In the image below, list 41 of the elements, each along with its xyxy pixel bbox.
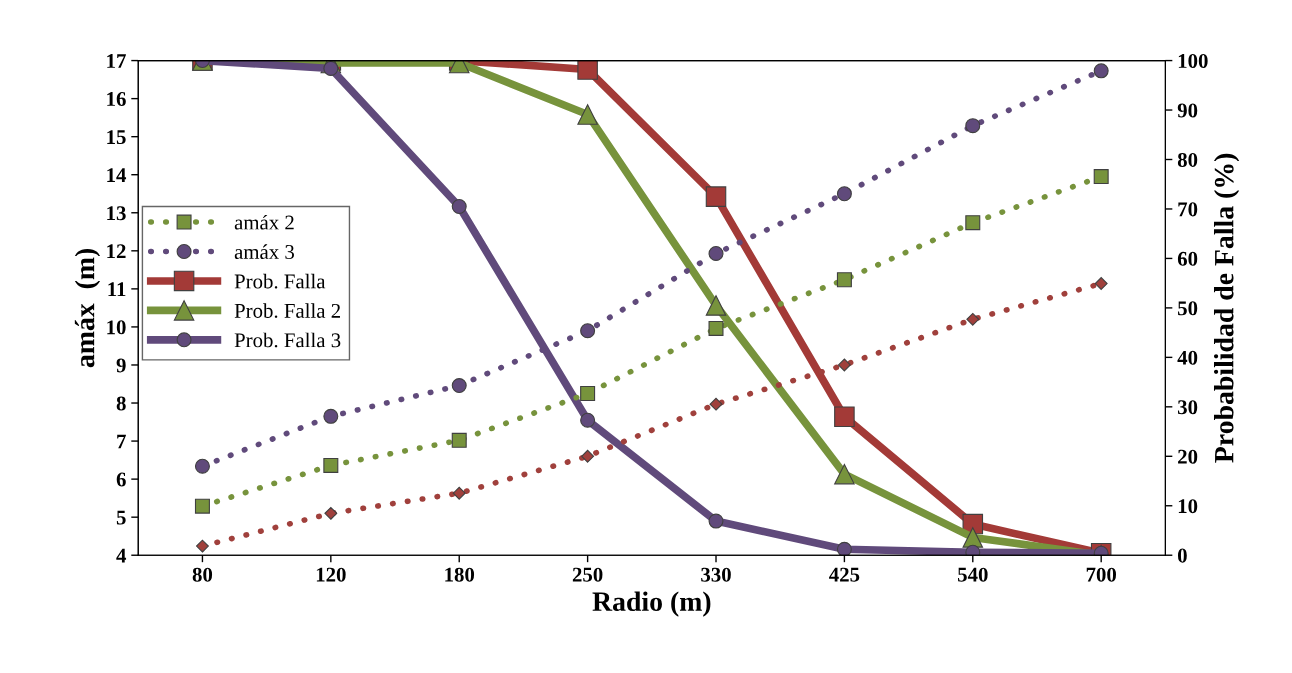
y2-tick-label: 30 (1177, 400, 1198, 415)
legend-label: Prob. Falla 2 (234, 303, 340, 318)
y-tick-label: 6 (116, 472, 126, 487)
legend-label: Prob. Falla (234, 273, 326, 289)
y-axis-title: amáx (m) (74, 248, 101, 368)
y-tick-label: 4 (116, 548, 127, 563)
x-tick-label: 425 (829, 567, 860, 582)
y-tick-label: 8 (116, 396, 126, 411)
y-tick-label: 16 (107, 92, 126, 107)
y-tick-label: 11 (108, 282, 126, 297)
x-tick-label: 540 (958, 567, 988, 582)
y-tick-label: 17 (107, 54, 126, 68)
y2-tick-label: 0 (1177, 548, 1187, 563)
y-tick-label: 14 (107, 168, 127, 182)
y2-tick-label: 90 (1177, 103, 1198, 118)
y-tick-label: 7 (117, 434, 126, 449)
y2-tick-label: 100 (1178, 53, 1208, 68)
y-tick-label: 13 (107, 206, 126, 221)
y2-tick-label: 20 (1178, 449, 1198, 464)
legend-label: Prob. Falla 3 (234, 332, 341, 348)
x-tick-label: 330 (701, 567, 731, 582)
legend-label: amáx 3 (234, 244, 294, 260)
y-tick-label: 10 (107, 320, 126, 335)
y-tick-label: 12 (107, 244, 126, 259)
y2-tick-label: 50 (1178, 301, 1198, 316)
y-tick-label: 15 (107, 130, 126, 145)
y2-axis-title: Probabilidad de Falla (%) (1214, 153, 1240, 463)
x-tick-label: 180 (445, 567, 475, 582)
x-tick-label: 250 (572, 567, 603, 582)
y2-tick-label: 70 (1178, 202, 1198, 217)
y-tick-label: 9 (116, 358, 126, 373)
y2-tick-label: 60 (1177, 251, 1198, 266)
x-tick-label: 80 (192, 567, 213, 582)
x-tick-label: 120 (316, 567, 346, 582)
x-axis-title: Radio (m) (592, 591, 711, 617)
y2-tick-label: 80 (1177, 152, 1198, 167)
y2-tick-label: 40 (1177, 350, 1198, 365)
x-tick-label: 700 (1086, 567, 1117, 582)
y-tick-label: 5 (116, 510, 126, 525)
y2-tick-label: 10 (1178, 499, 1198, 514)
legend-label: amáx 2 (234, 214, 294, 230)
